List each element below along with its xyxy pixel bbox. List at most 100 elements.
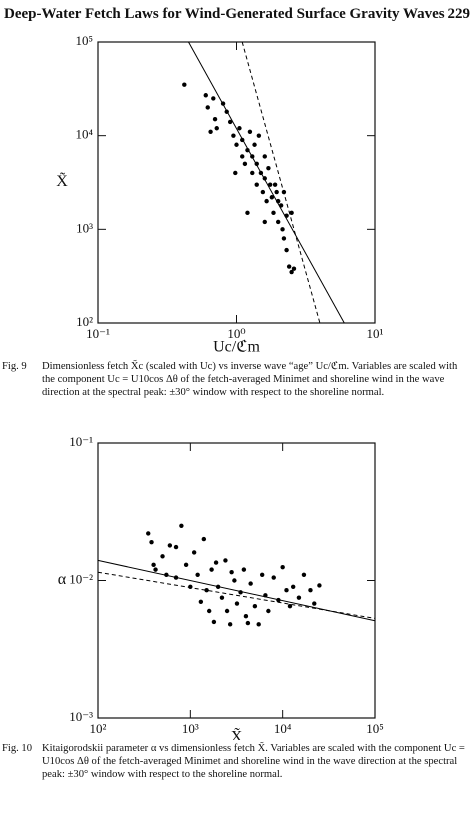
data-point (301, 572, 307, 578)
data-point (227, 622, 233, 627)
x-axis-label: Uc/ℭm (213, 339, 260, 356)
data-point (267, 182, 273, 187)
fit-line (188, 41, 345, 324)
data-point (224, 608, 230, 614)
data-point (183, 562, 189, 568)
data-point (212, 116, 218, 122)
data-point (284, 588, 289, 593)
data-point (280, 227, 285, 232)
data-point (291, 266, 297, 271)
data-point (256, 133, 262, 138)
data-point (272, 182, 278, 187)
data-point (271, 210, 276, 216)
data-point (250, 170, 255, 176)
data-point (198, 599, 204, 604)
caption-label: Fig. 10 (2, 743, 33, 754)
y-tick-label: 10⁻³ (69, 709, 93, 724)
y-tick-label: 10² (76, 314, 93, 329)
data-point (149, 539, 154, 545)
data-point (312, 601, 317, 606)
data-point (245, 620, 251, 626)
x-tick-label: 10⁵ (366, 721, 384, 736)
data-point (308, 588, 313, 593)
data-point (317, 583, 322, 588)
data-point (254, 182, 259, 187)
data-point (211, 96, 216, 101)
data-point (262, 154, 267, 159)
figure-10: 10² 10³ 10⁴ 10⁵ 10⁻³ 10⁻² 10⁻¹ X̃ α (58, 434, 384, 740)
data-point (256, 622, 261, 627)
data-point (204, 588, 209, 593)
x-tick-label: 10⁰ (227, 326, 245, 341)
data-point (232, 578, 237, 583)
data-point (227, 119, 233, 125)
caption: Fig. 9 Dimensionless fetch X̃c (scaled w… (2, 360, 470, 399)
caption-text: Kitaigorodskii parameter α vs dimensionl… (42, 743, 465, 780)
data-point (242, 161, 248, 167)
data-point (271, 575, 276, 580)
y-tick-label: 10³ (76, 220, 93, 235)
data-point (237, 126, 242, 131)
figure-9: 10⁻¹ 10⁰ 10¹ 10² 10³ 10⁴ 10⁵ Uc/ℭm X̃ (56, 33, 384, 356)
plot-frame (97, 41, 376, 324)
data-point (266, 165, 271, 171)
data-point (219, 595, 225, 600)
data-point (205, 105, 210, 110)
data-point (208, 129, 213, 134)
data-point (241, 567, 247, 572)
data-point (231, 133, 236, 138)
header-title: Deep-Water Fetch Laws for Wind-Generated… (4, 6, 445, 22)
fit-line (97, 571, 376, 619)
data-point (146, 531, 151, 536)
data-point (213, 560, 219, 565)
data-point (247, 129, 253, 134)
data-point (167, 543, 173, 548)
data-point (234, 142, 239, 147)
data-point (179, 523, 184, 528)
data-point (266, 608, 271, 614)
data-point (206, 608, 212, 614)
x-tick-label: 10¹ (367, 326, 384, 341)
data-point (275, 219, 281, 225)
y-tick-label: 10⁻² (69, 571, 93, 586)
data-point (260, 189, 266, 195)
y-tick-label: 10⁵ (75, 33, 93, 48)
data-point (286, 264, 292, 269)
data-point (188, 584, 193, 589)
data-point (264, 198, 269, 204)
caption: Fig. 10 Kitaigorodskii parameter α vs di… (2, 742, 470, 781)
caption-text: Dimensionless fetch X̃c (scaled with Uc)… (42, 361, 458, 398)
data-point (296, 595, 302, 600)
data-point (259, 572, 265, 578)
data-point (191, 550, 197, 555)
data-point (287, 604, 293, 609)
y-tick-label: 10⁻¹ (69, 434, 93, 449)
data-point (195, 572, 200, 578)
data-point (203, 93, 208, 98)
y-axis-label: α (58, 571, 67, 588)
y-tick-label: 10⁴ (75, 127, 93, 142)
data-point (289, 269, 294, 275)
data-point (173, 544, 179, 550)
data-point (290, 584, 296, 589)
data-point (229, 569, 234, 575)
x-tick-label: 10² (90, 721, 107, 736)
data-point (153, 567, 158, 572)
data-point (214, 126, 219, 131)
data-point (209, 567, 214, 572)
data-point (269, 195, 275, 200)
data-point (223, 558, 228, 563)
data-point (248, 581, 253, 586)
data-point (252, 604, 258, 609)
data-point (240, 154, 245, 159)
data-point (201, 536, 207, 542)
data-point (274, 189, 279, 195)
data-point (243, 614, 249, 619)
data-point (233, 170, 238, 176)
data-point (284, 247, 289, 253)
x-tick-label: 10⁴ (274, 721, 292, 736)
data-point (151, 562, 156, 568)
data-point (245, 210, 250, 216)
data-point (262, 219, 267, 225)
